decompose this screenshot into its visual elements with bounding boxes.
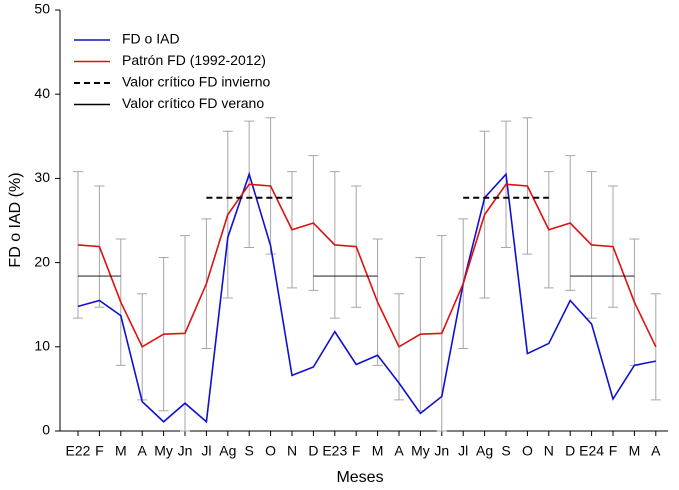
x-tick-label: E22 xyxy=(66,443,91,459)
x-tick-label: S xyxy=(501,443,510,459)
x-tick-label: F xyxy=(352,443,361,459)
x-tick-label: E23 xyxy=(322,443,347,459)
x-tick-label: N xyxy=(287,443,297,459)
y-tick-label: 20 xyxy=(34,253,50,269)
x-tick-label: M xyxy=(115,443,127,459)
x-tick-label: Ag xyxy=(476,443,493,459)
y-tick-label: 10 xyxy=(34,338,50,354)
x-axis-title: Meses xyxy=(336,469,383,486)
series-line xyxy=(77,171,656,424)
y-tick-label: 50 xyxy=(34,1,50,17)
x-tick-label: Jn xyxy=(434,443,449,459)
x-tick-label: M xyxy=(372,443,384,459)
x-tick-label: Ag xyxy=(219,443,236,459)
x-tick-label: A xyxy=(651,443,661,459)
x-tick-label: My xyxy=(411,443,430,459)
x-tick-label: A xyxy=(138,443,148,459)
x-tick-label: F xyxy=(609,443,618,459)
x-tick-label: E24 xyxy=(579,443,604,459)
series-line xyxy=(77,183,657,348)
y-tick-label: 30 xyxy=(34,169,50,185)
x-tick-label: A xyxy=(394,443,404,459)
legend-label: FD o IAD xyxy=(122,31,180,47)
x-tick-label: D xyxy=(308,443,318,459)
x-tick-label: Jl xyxy=(201,443,211,459)
legend-label: Valor crítico FD verano xyxy=(122,95,264,111)
x-tick-label: N xyxy=(544,443,554,459)
x-tick-label: O xyxy=(265,443,276,459)
x-tick-label: Jn xyxy=(178,443,193,459)
x-tick-label: D xyxy=(565,443,575,459)
legend-label: Patrón FD (1992-2012) xyxy=(122,52,266,68)
y-tick-label: 0 xyxy=(42,422,50,438)
y-tick-label: 40 xyxy=(34,85,50,101)
x-tick-label: O xyxy=(522,443,533,459)
x-tick-label: My xyxy=(154,443,173,459)
legend-label: Valor crítico FD invierno xyxy=(122,74,271,90)
x-tick-label: F xyxy=(95,443,104,459)
x-tick-label: M xyxy=(629,443,641,459)
x-tick-label: Jl xyxy=(458,443,468,459)
x-tick-label: S xyxy=(245,443,254,459)
y-axis-title: FD o IAD (%) xyxy=(7,172,24,267)
